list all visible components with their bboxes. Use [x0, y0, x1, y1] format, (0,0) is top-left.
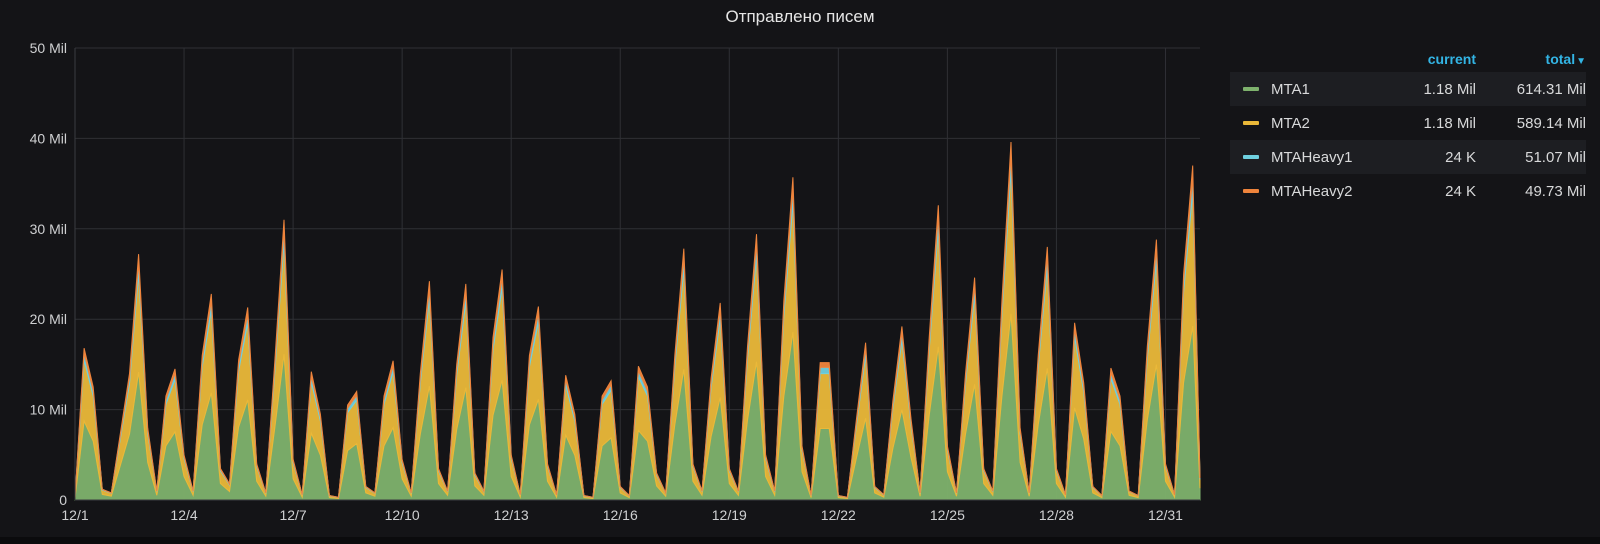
legend-column-total-label: total [1545, 51, 1576, 67]
x-tick-label: 12/16 [603, 507, 638, 523]
chart-axes: 0 10 Mil 20 Mil 30 Mil 40 Mil 50 Mil 12/1 12/4 1… [30, 40, 1200, 523]
y-tick-label: 30 Mil [30, 221, 67, 237]
y-tick-label: 20 Mil [30, 311, 67, 327]
legend-item-mta2[interactable]: MTA2 1.18 Mil 589.14 Mil [1230, 106, 1586, 140]
x-tick-label: 12/22 [821, 507, 856, 523]
legend-column-total[interactable]: total▼ [1476, 51, 1586, 67]
x-tick-label: 12/10 [385, 507, 420, 523]
y-tick-label: 0 [59, 492, 67, 508]
panel-title[interactable]: Отправлено писем [725, 7, 875, 26]
legend-total-value: 51.07 Mil [1525, 148, 1586, 166]
legend-current-value: 24 K [1445, 182, 1476, 200]
series-color-swatch[interactable] [1243, 155, 1259, 159]
legend-item-mtaheavy1[interactable]: MTAHeavy1 24 K 51.07 Mil [1230, 140, 1586, 174]
legend-table: current total▼ MTA1 1.18 Mil 614.31 Mil MTA… [1230, 46, 1586, 208]
legend-current-value: 1.18 Mil [1423, 114, 1476, 132]
legend-total-value: 49.73 Mil [1525, 182, 1586, 200]
x-tick-label: 12/25 [930, 507, 965, 523]
panel-bottom-edge [0, 537, 1600, 544]
series-color-swatch[interactable] [1243, 121, 1259, 125]
y-tick-label: 40 Mil [30, 130, 67, 146]
caret-down-icon: ▼ [1576, 56, 1586, 67]
legend-series-name[interactable]: MTA2 [1271, 114, 1310, 132]
x-tick-label: 12/4 [170, 507, 197, 523]
legend-total-value: 589.14 Mil [1516, 114, 1586, 132]
series-color-swatch[interactable] [1243, 87, 1259, 91]
y-tick-label: 50 Mil [30, 40, 67, 56]
x-tick-label: 12/13 [494, 507, 529, 523]
legend-series-name[interactable]: MTA1 [1271, 80, 1310, 98]
x-tick-label: 12/1 [61, 507, 88, 523]
x-tick-label: 12/19 [712, 507, 747, 523]
legend-series-name[interactable]: MTAHeavy1 [1271, 148, 1353, 166]
x-tick-label: 12/31 [1148, 507, 1183, 523]
series-color-swatch[interactable] [1243, 189, 1259, 193]
legend-column-current[interactable]: current [1427, 51, 1476, 67]
legend-series-name[interactable]: MTAHeavy2 [1271, 182, 1353, 200]
legend-item-mtaheavy2[interactable]: MTAHeavy2 24 K 49.73 Mil [1230, 174, 1586, 208]
legend-item-mta1[interactable]: MTA1 1.18 Mil 614.31 Mil [1230, 72, 1586, 106]
legend-header: current total▼ [1230, 46, 1586, 72]
area-series-mtaheavy2[interactable] [74, 141, 1201, 498]
chart-areas [74, 141, 1201, 501]
legend-current-value: 1.18 Mil [1423, 80, 1476, 98]
y-tick-label: 10 Mil [30, 402, 67, 418]
legend-total-value: 614.31 Mil [1516, 80, 1586, 98]
legend-current-value: 24 K [1445, 148, 1476, 166]
x-tick-label: 12/28 [1039, 507, 1074, 523]
x-tick-label: 12/7 [279, 507, 306, 523]
